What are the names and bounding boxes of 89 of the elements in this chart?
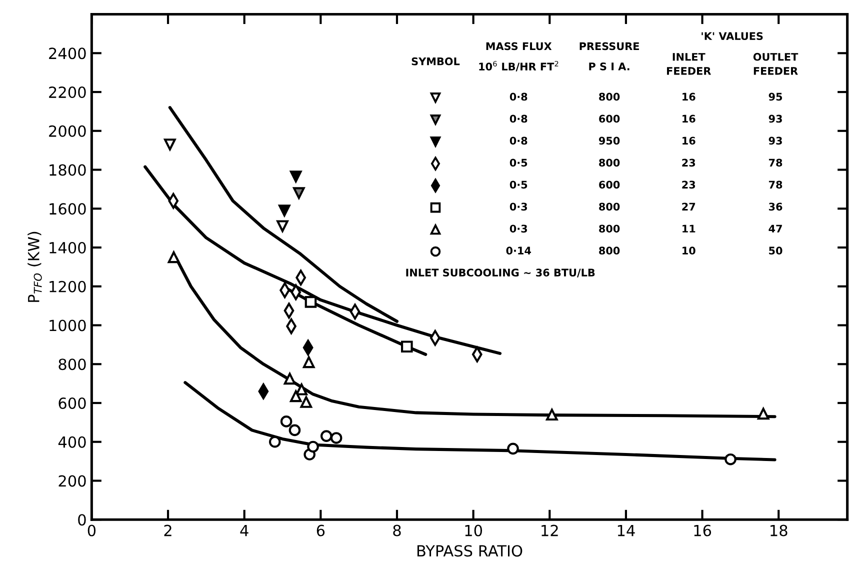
point [284, 372, 296, 385]
annotation: 23 [682, 180, 696, 189]
annotation: 23 [682, 158, 696, 167]
annotation: 16 [682, 114, 696, 123]
annotation: PRESSURE [580, 42, 639, 50]
point [278, 204, 290, 216]
annotation: 95 [768, 92, 782, 101]
point [757, 408, 770, 420]
annotation: 0·3 [510, 202, 528, 211]
annotation: 0·5 [510, 180, 528, 189]
y-tick-label: 800 [58, 358, 86, 370]
annotation: 600 [599, 180, 620, 189]
annotation: 78 [768, 180, 782, 189]
y-tick-label: 400 [58, 436, 86, 448]
x-axis-title: BYPASS RATIO [417, 545, 522, 557]
annotation: 800 [599, 246, 620, 255]
annotation: 800 [599, 158, 620, 167]
annotation: 47 [768, 224, 782, 232]
annotation: P S I A. [589, 62, 630, 70]
point [401, 340, 413, 353]
annotation: 800 [599, 224, 620, 233]
annotation: 600 [599, 114, 620, 123]
annotation: 0·8 [510, 114, 528, 123]
annotation: 16 [682, 136, 696, 145]
y-tick-label: 200 [58, 475, 86, 487]
point [296, 383, 308, 396]
y-tick-label: 1000 [50, 320, 86, 332]
x-tick-label: 18 [770, 524, 788, 536]
y-tick-label: 1200 [50, 280, 86, 292]
annotation: 93 [768, 114, 782, 123]
annotation: 10 [682, 246, 696, 255]
annotation: 93 [768, 136, 782, 145]
y-tick-label: 0 [78, 514, 86, 526]
point [304, 296, 317, 308]
y-axis-title: P$_{TFO}$ (KW) [28, 232, 42, 302]
point [276, 220, 288, 232]
point [307, 440, 319, 453]
annotation: 0·3 [510, 224, 528, 233]
x-tick-label: 6 [316, 524, 325, 536]
y-tick-label: 600 [58, 397, 86, 410]
point [302, 356, 315, 368]
annotation: 36 [768, 202, 782, 211]
point [288, 424, 301, 436]
annotation: 11 [682, 224, 696, 232]
annotation: 950 [598, 136, 620, 145]
y-tick-label: 1600 [50, 203, 86, 215]
point [330, 432, 342, 444]
point [168, 251, 180, 264]
annotation: INLET SUBCOOLING ~ 36 BTU/LB [406, 268, 595, 278]
x-tick-label: 16 [694, 524, 712, 536]
annotation: 16 [682, 92, 696, 101]
annotation: SYMBOL [412, 57, 460, 66]
point [280, 416, 292, 428]
x-tick-label: 4 [240, 524, 248, 536]
point [320, 430, 332, 442]
point [268, 436, 281, 448]
annotation: 0·5 [510, 158, 528, 167]
y-tick-label: 2400 [49, 48, 86, 60]
x-tick-label: 2 [164, 524, 172, 536]
annotation: 10$^{6}$ LB/HR FT$^{2}$ [479, 60, 558, 72]
point [164, 138, 176, 150]
annotation: 0·8 [510, 92, 528, 101]
x-tick-label: 0 [88, 524, 96, 536]
point [507, 442, 519, 455]
annotation: MASS FLUX [486, 42, 552, 50]
y-tick-label: 2000 [49, 125, 86, 137]
annotation: 800 [599, 202, 620, 211]
annotation: 800 [599, 92, 620, 101]
point [300, 396, 312, 408]
annotation: 27 [682, 202, 696, 210]
annotation: 50 [769, 246, 782, 255]
annotation: 'K' VALUES [702, 32, 763, 40]
point [724, 453, 736, 466]
y-tick-label: 2200 [49, 86, 86, 98]
y-tick-label: 1800 [50, 164, 86, 176]
x-tick-label: 8 [393, 524, 401, 536]
point [290, 390, 302, 402]
annotation: OUTLET FEEDER [753, 52, 798, 75]
annotation: 78 [768, 158, 782, 167]
point [293, 187, 305, 199]
annotation: INLET FEEDER [667, 53, 711, 75]
annotation: 0·14 [506, 246, 531, 255]
x-tick-label: 10 [465, 524, 482, 536]
x-tick-label: 12 [542, 524, 558, 536]
point [290, 170, 302, 182]
point [546, 408, 558, 421]
y-tick-label: 1400 [50, 242, 86, 254]
annotation: 0·8 [510, 136, 528, 145]
x-tick-label: 14 [618, 524, 635, 536]
